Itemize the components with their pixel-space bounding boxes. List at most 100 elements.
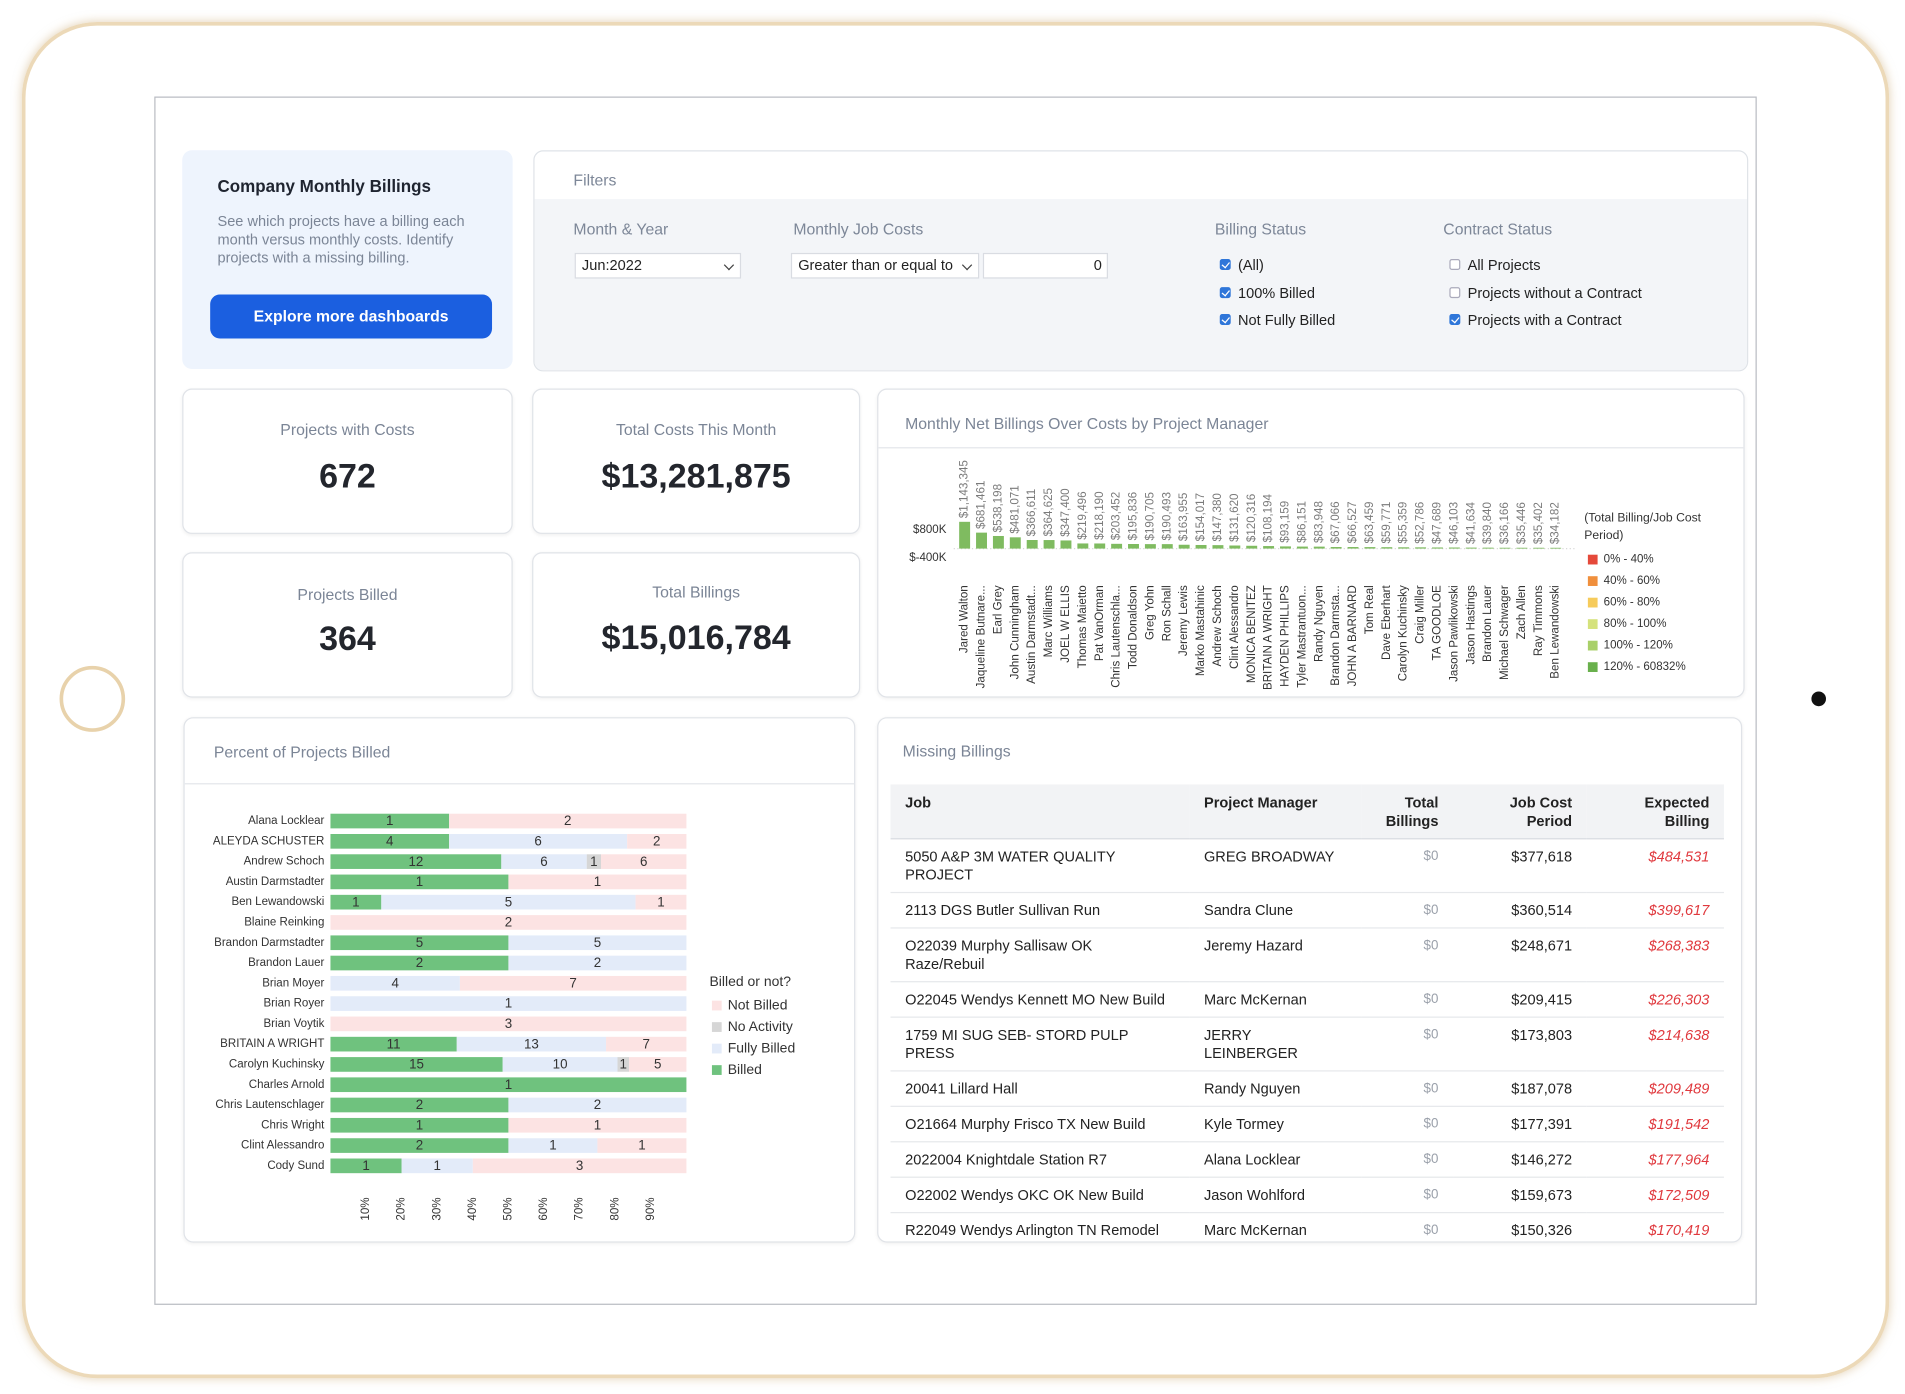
intro-title: Company Monthly Billings bbox=[217, 175, 432, 196]
bar bbox=[1533, 547, 1545, 549]
bar bbox=[1111, 543, 1123, 549]
bar-segment bbox=[635, 894, 687, 910]
header-row: Job Project Manager Total Billings Job Cost… bbox=[890, 784, 1724, 840]
bar-segment bbox=[586, 854, 601, 869]
x-tick-label: Ray Timmons bbox=[1533, 585, 1545, 656]
legend-swatch bbox=[1587, 619, 1598, 629]
table-row: O22002 Wendys OKC OK New Build Jason Wohl… bbox=[890, 1177, 1724, 1214]
segment-label: 12 bbox=[408, 854, 423, 869]
y-tick-label: Clint Alessandro bbox=[241, 1140, 324, 1152]
bar bbox=[959, 521, 971, 549]
operator-select[interactable]: Greater than or equal to bbox=[790, 252, 980, 279]
legend-swatch bbox=[1587, 662, 1598, 672]
x-tick-label: Jason Pawlikowski bbox=[1448, 585, 1460, 682]
filter-label: Monthly Job Costs bbox=[793, 219, 924, 239]
divider bbox=[184, 783, 855, 785]
bar-segment bbox=[449, 834, 628, 849]
legend-swatch bbox=[1587, 554, 1598, 565]
cost-input[interactable]: 0 bbox=[982, 252, 1108, 279]
kpi-value: $15,016,784 bbox=[601, 618, 791, 657]
x-tick-label: Greg Yohn bbox=[1144, 585, 1156, 640]
legend-swatch bbox=[1587, 576, 1598, 586]
x-tick-label: Randy Nguyen bbox=[1313, 585, 1325, 662]
segment-label: 1 bbox=[362, 1158, 369, 1173]
chevron bbox=[723, 259, 735, 271]
checkbox-option[interactable]: Projects without a Contract bbox=[1449, 283, 1642, 303]
panel-title: Percent of Projects Billed bbox=[213, 742, 391, 762]
table-cell: O22002 Wendys OKC OK New Build bbox=[890, 1177, 1190, 1214]
x-tick-label: Michael Schwager bbox=[1499, 585, 1511, 680]
table-row: O21664 Murphy Frisco TX New Build Kyle To… bbox=[890, 1106, 1724, 1143]
filters-body bbox=[534, 199, 1748, 371]
bar bbox=[1178, 544, 1190, 549]
bar bbox=[1161, 544, 1173, 549]
segment-label: 2 bbox=[653, 833, 660, 848]
segment-label: 5 bbox=[505, 894, 512, 909]
option-label: 100% Billed bbox=[1237, 284, 1315, 302]
table-row: 1759 MI SUG SEB- STORD PULP PRESS JERRY L… bbox=[890, 1017, 1724, 1072]
month-select[interactable]: Jun:2022 bbox=[574, 252, 742, 279]
bar bbox=[1043, 540, 1055, 549]
select-value: Jun:2022 bbox=[581, 256, 642, 274]
checkbox-checked bbox=[1219, 259, 1231, 271]
table-cell: $399,617 bbox=[1586, 892, 1724, 929]
table-cell: $177,964 bbox=[1586, 1141, 1724, 1178]
home-button[interactable] bbox=[59, 665, 126, 732]
bar-segment bbox=[449, 813, 687, 829]
segment-label: 4 bbox=[391, 975, 399, 990]
x-tick-label: 40% bbox=[467, 1197, 479, 1220]
bar-segment bbox=[508, 1097, 687, 1113]
table-cell: Kyle Tormey bbox=[1189, 1106, 1362, 1143]
bar-segment bbox=[330, 935, 509, 951]
value-label: $347,400 bbox=[1060, 488, 1072, 536]
column-header: Total Billings bbox=[1361, 784, 1454, 840]
legend-title: (Total Billing/Job Cost Period) bbox=[1584, 511, 1702, 543]
value-label: $120,316 bbox=[1246, 494, 1258, 542]
x-tick-label: HAYDEN PHILLIPS bbox=[1280, 585, 1292, 687]
checkbox-option[interactable]: Not Fully Billed bbox=[1219, 310, 1335, 330]
segment-label: 1 bbox=[505, 1077, 512, 1092]
bar-segment bbox=[459, 975, 687, 991]
value-label: $163,955 bbox=[1178, 493, 1190, 541]
filter-label: Billing Status bbox=[1214, 219, 1307, 239]
value-label: $195,836 bbox=[1128, 492, 1140, 540]
kpi-value: $13,281,875 bbox=[601, 456, 791, 495]
checkbox-option[interactable]: (All) bbox=[1219, 255, 1264, 275]
y-tick-label: Brandon Darmstadter bbox=[214, 937, 324, 949]
value-label: $67,066 bbox=[1330, 501, 1342, 543]
table-row: 20041 Lillard Hall Randy Nguyen $0 $187,078… bbox=[890, 1070, 1724, 1107]
bar bbox=[1550, 547, 1562, 549]
bar bbox=[1482, 547, 1494, 549]
y-tick-label: Cody Sund bbox=[267, 1160, 324, 1172]
explore-button[interactable]: Explore more dashboards bbox=[210, 294, 493, 339]
checkbox-option[interactable]: All Projects bbox=[1449, 255, 1541, 275]
y-tick-label: Chris Wright bbox=[261, 1119, 325, 1131]
table-cell: $159,673 bbox=[1453, 1177, 1587, 1214]
bar bbox=[1009, 537, 1021, 549]
segment-label: 1 bbox=[594, 874, 601, 889]
table-cell: $360,514 bbox=[1453, 892, 1587, 929]
bar bbox=[1144, 544, 1156, 549]
bar bbox=[1381, 547, 1393, 549]
y-tick-label: BRITAIN A WRIGHT bbox=[220, 1038, 324, 1050]
table-cell: $146,272 bbox=[1453, 1141, 1587, 1178]
checkbox-option[interactable]: Projects with a Contract bbox=[1449, 310, 1622, 330]
y-tick-label: Andrew Schoch bbox=[244, 856, 325, 868]
legend-label: No Activity bbox=[728, 1018, 793, 1034]
y-tick-label: $800K bbox=[913, 524, 947, 536]
segment-label: 1 bbox=[505, 996, 512, 1011]
table-row: O22045 Wendys Kennett MO New Build Marc M… bbox=[890, 981, 1724, 1018]
select-value: Greater than or equal to bbox=[798, 256, 953, 274]
table-cell: R22049 Wendys Arlington TN Remodel bbox=[890, 1212, 1190, 1242]
bar bbox=[1330, 547, 1342, 549]
y-tick-label: Chris Lautenschlager bbox=[215, 1099, 324, 1111]
x-tick-label: 80% bbox=[609, 1197, 621, 1220]
value-label: $218,190 bbox=[1094, 491, 1106, 539]
table-cell: Jason Wohlford bbox=[1189, 1177, 1362, 1214]
checkbox-option[interactable]: 100% Billed bbox=[1219, 283, 1315, 303]
bar bbox=[1499, 547, 1511, 549]
x-tick-label: Ben Lewandowski bbox=[1550, 585, 1562, 678]
x-tick-label: Ron Schall bbox=[1161, 585, 1173, 641]
table-cell: GREG BROADWAY bbox=[1189, 838, 1362, 894]
kpi-label: Total Billings bbox=[652, 582, 741, 602]
